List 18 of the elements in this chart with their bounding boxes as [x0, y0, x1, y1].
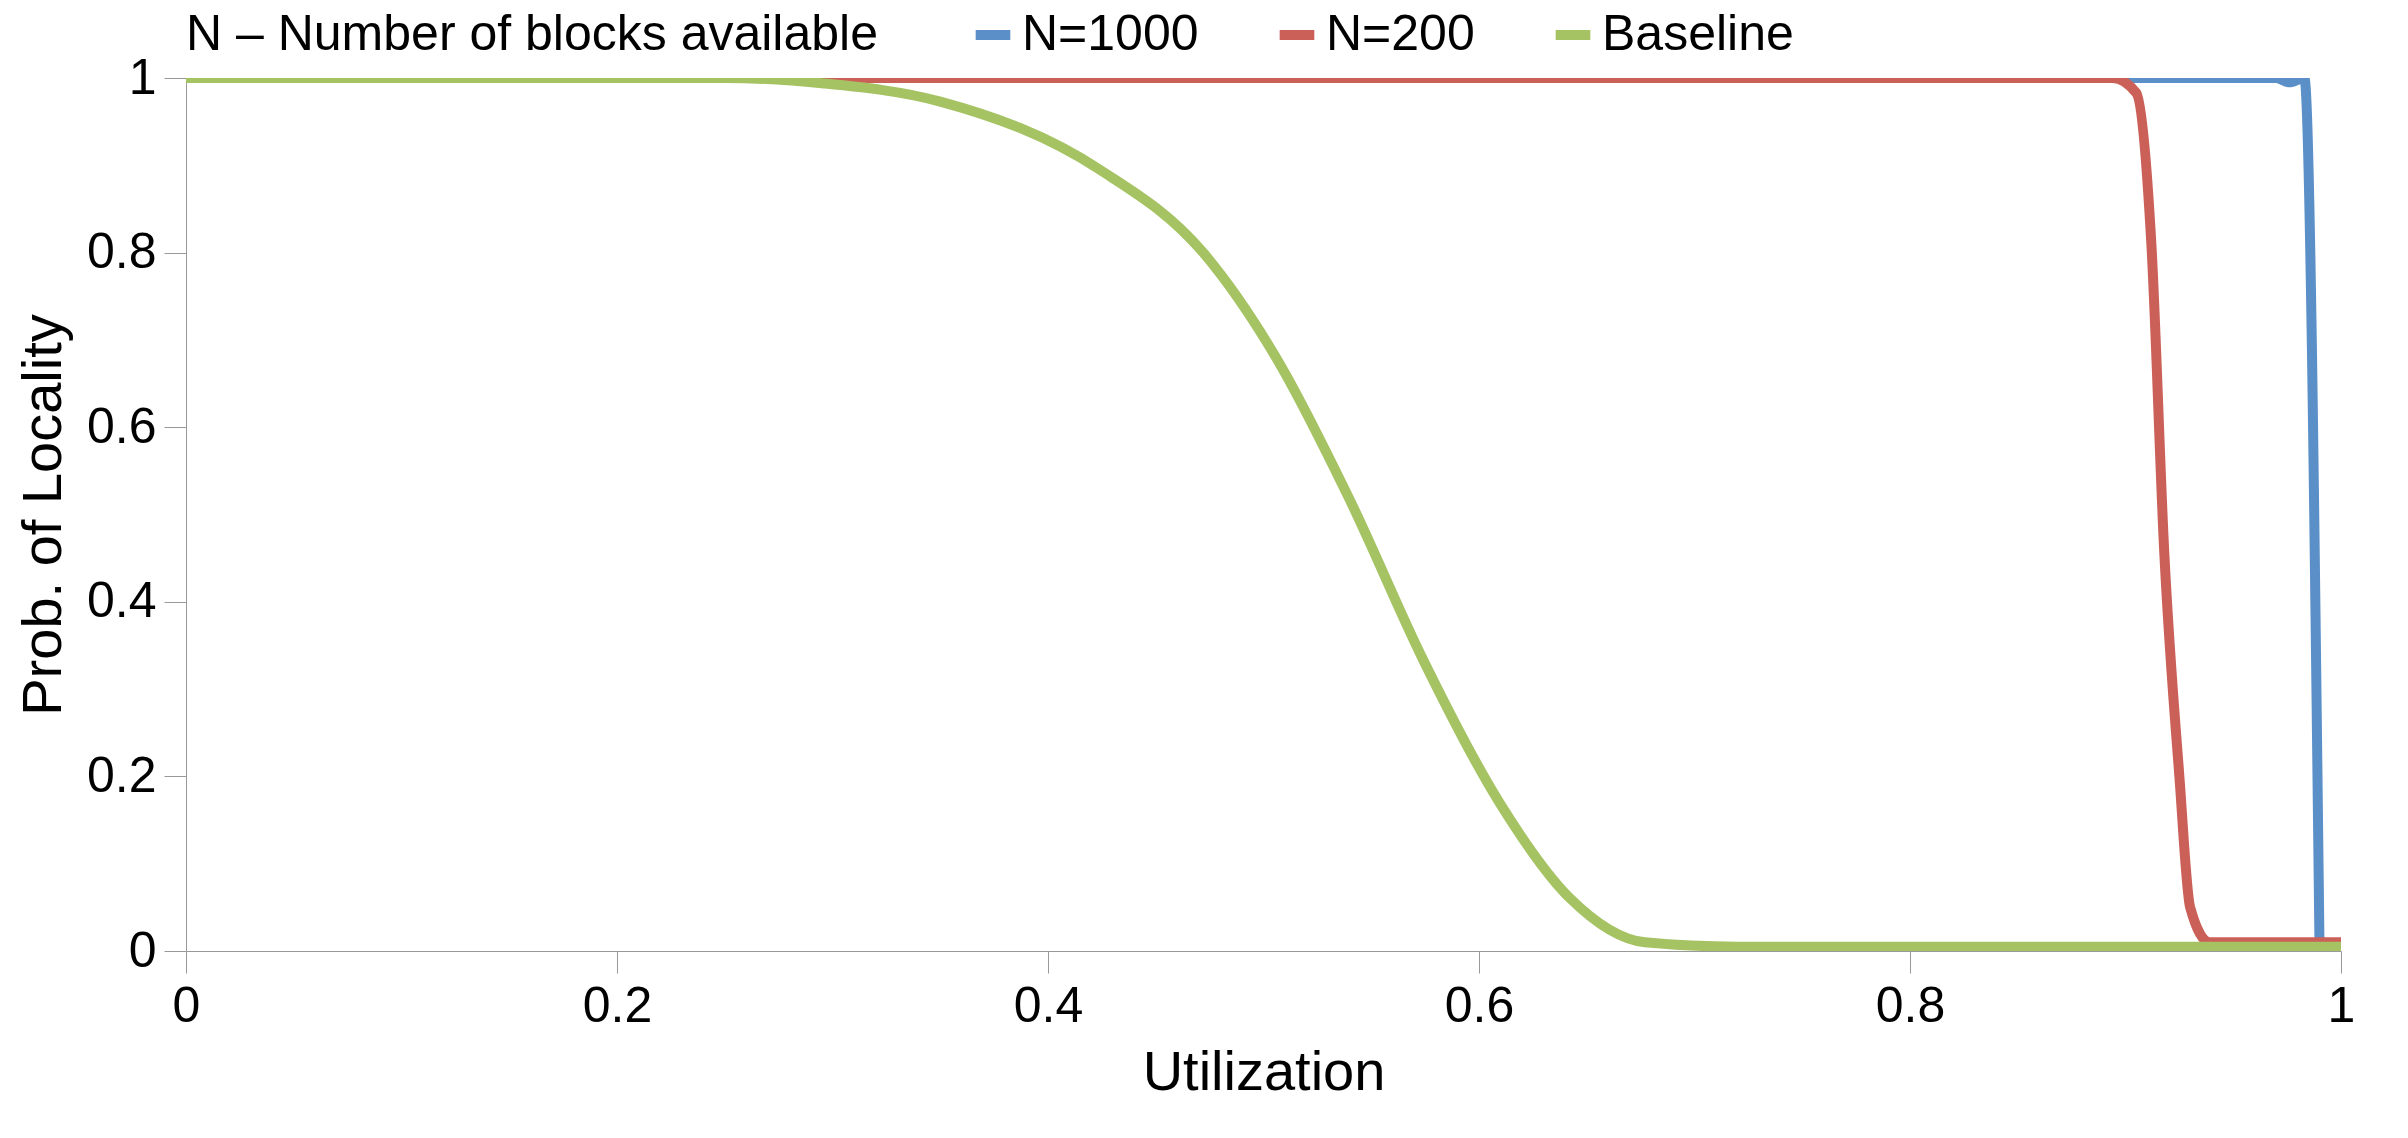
x-tick-label: 0	[172, 976, 201, 1033]
x-tick-label: 0.2	[582, 976, 653, 1033]
x-tick-label: 0.4	[1013, 976, 1084, 1033]
y-axis-title: Prob. of Locality	[9, 314, 73, 716]
x-tick-label: 0.6	[1444, 976, 1515, 1033]
y-tick-label: 0.2	[86, 746, 157, 803]
y-tick-label: 0.4	[86, 572, 157, 629]
legend-label: Baseline	[1602, 5, 1794, 61]
y-tick-label: 1	[128, 48, 157, 105]
x-tick-label: 0.8	[1875, 976, 1946, 1033]
legend-title: N – Number of blocks available	[186, 5, 878, 61]
y-tick-label: 0	[128, 921, 157, 978]
legend-label: N=1000	[1022, 5, 1199, 61]
x-axis-title: Utilization	[1142, 1038, 1386, 1102]
y-tick-label: 0.8	[86, 223, 157, 280]
x-tick-label: 1	[2327, 976, 2356, 1033]
y-tick-label: 0.6	[86, 397, 157, 454]
legend-label: N=200	[1326, 5, 1475, 61]
